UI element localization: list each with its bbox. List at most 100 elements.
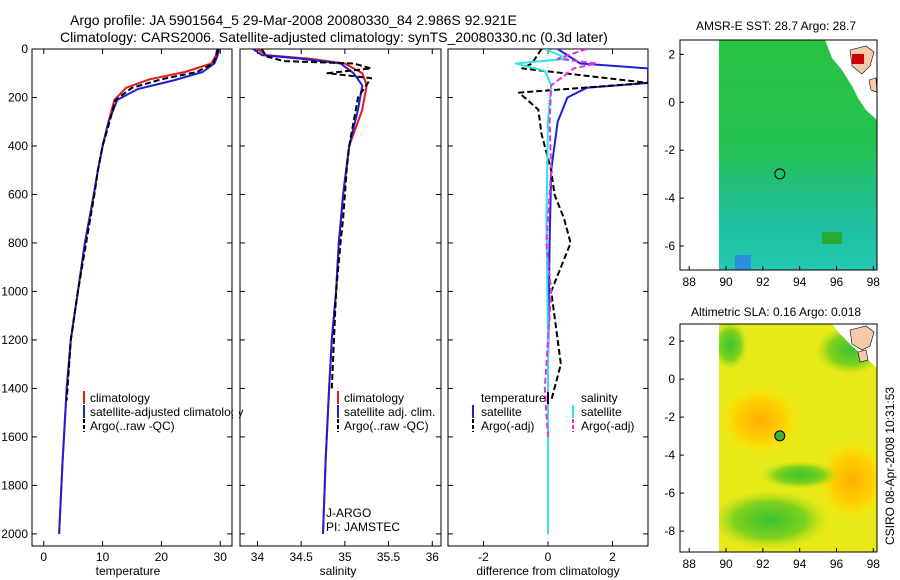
series-line-climatology	[256, 49, 368, 534]
sla-low-northwest	[719, 324, 748, 370]
salinity-xlabel: salinity	[320, 564, 357, 578]
ytick-label: 2000	[1, 527, 28, 541]
sst-land-island	[868, 77, 877, 93]
map-ytick-label: -4	[664, 191, 675, 205]
sla-warm-eddy-west	[720, 385, 800, 455]
salinity-legend: climatology satellite adj. clim. Argo(..…	[337, 391, 435, 433]
temperature-lines	[58, 49, 221, 534]
map-ytick-label: 0	[668, 95, 675, 109]
map-xtick-label: 88	[683, 557, 697, 571]
xtick-label: 20	[155, 550, 169, 564]
sst-hot-spot	[852, 54, 864, 64]
series-line-temperature-satellite	[547, 49, 648, 534]
ytick-label: 600	[8, 187, 28, 201]
legend-header-salinity: salinity	[581, 391, 618, 405]
legend-header-temperature: temperature	[481, 391, 546, 405]
xtick-label: 34	[251, 550, 265, 564]
sla-map-title: Altimetric SLA: 0.16 Argo: 0.018	[691, 305, 861, 319]
sst-map-field	[719, 40, 877, 270]
map-ytick-label: -2	[664, 410, 675, 424]
xtick-label: 0	[545, 550, 552, 564]
map-xtick-label: 92	[756, 275, 770, 289]
temperature-xlabel: temperature	[96, 564, 161, 578]
map-ytick-label: -4	[664, 448, 675, 462]
sst-cool-patch	[735, 255, 751, 270]
note-pi-jamstec: PI: JAMSTEC	[326, 520, 400, 534]
map-xtick-label: 94	[793, 275, 807, 289]
ytick-label: 400	[8, 139, 28, 153]
map-xtick-label: 98	[867, 557, 881, 571]
map-xtick-label: 94	[793, 557, 807, 571]
series-line-argo-raw-qc-	[260, 49, 373, 389]
map-ytick-label: 2	[668, 334, 675, 348]
sla-float-marker	[774, 430, 786, 442]
sst-float-marker	[774, 168, 786, 180]
sla-map-axes: 88 90 92 94 96 98 -8 -6 -4 -2 0 2	[664, 334, 880, 571]
salinity-lines	[252, 49, 373, 534]
legend-label-diff-s-argo: Argo(-adj)	[581, 419, 634, 433]
ytick-label: 1400	[1, 381, 28, 395]
sst-warm-patch	[822, 232, 842, 244]
ytick-label: 1200	[1, 333, 28, 347]
legend-label-argo: Argo(..raw -QC)	[90, 419, 175, 433]
salinity-axes: 34 34.5 35 35.5 36	[240, 48, 441, 564]
xtick-label: 30	[214, 550, 228, 564]
series-line-satellite-adjusted-climatology	[58, 49, 221, 534]
map-ytick-label: -2	[664, 143, 675, 157]
xtick-label: 10	[96, 550, 110, 564]
sla-low-south	[719, 490, 830, 550]
ytick-label: 200	[8, 90, 28, 104]
series-line-satellite-adj-clim-	[252, 49, 364, 534]
note-j-argo: J-ARGO	[326, 506, 371, 520]
xtick-label: 36	[426, 550, 440, 564]
difference-xlabel: difference from climatology	[476, 564, 619, 578]
series-line-salinity-satellite	[514, 49, 569, 534]
sla-warm-eddy-east	[817, 440, 877, 520]
legend-label-diff-s-satellite: satellite	[581, 405, 622, 419]
legend-label-sal-argo: Argo(..raw -QC)	[344, 419, 429, 433]
legend-label-sal-satellite: satellite adj. clim.	[344, 405, 435, 419]
map-ytick-label: -6	[664, 239, 675, 253]
difference-lines	[514, 49, 648, 534]
legend-label-diff-t-argo: Argo(-adj)	[481, 419, 534, 433]
sst-map-axes: 88 90 92 94 96 98 -6 -4 -2 0 2	[664, 47, 880, 289]
ytick-label: 0	[21, 42, 28, 56]
map-xtick-label: 88	[683, 275, 697, 289]
sla-land-sumatra	[849, 325, 875, 351]
sla-map-field	[719, 324, 877, 552]
series-line-argo-raw-qc-	[65, 49, 219, 401]
legend-label-sal-climatology: climatology	[344, 391, 404, 405]
ytick-label: 1000	[1, 284, 28, 298]
xtick-label: 35	[338, 550, 352, 564]
xtick-label: 34.5	[289, 550, 313, 564]
title-line-1: Argo profile: JA 5901564_5 29-Mar-2008 2…	[70, 12, 517, 28]
ytick-label: 1800	[1, 478, 28, 492]
xtick-label: 35.5	[377, 550, 401, 564]
map-ytick-label: 2	[668, 47, 675, 61]
title-line-2: Climatology: CARS2006. Satellite-adjuste…	[60, 29, 608, 45]
temperature-panel-frame	[31, 48, 233, 547]
series-line-temperature-argo-adj-	[518, 49, 648, 401]
temperature-axes: 0 10 20 30 0 200 400 600 800 1000 1200 1400 1600 1800…	[1, 42, 232, 564]
sla-low-center	[760, 461, 840, 489]
sst-map-title: AMSR-E SST: 28.7 Argo: 28.7	[696, 19, 856, 33]
map-xtick-label: 90	[719, 275, 733, 289]
series-line-climatology	[58, 49, 219, 534]
xtick-label: 0	[40, 550, 47, 564]
xtick-label: -2	[478, 550, 489, 564]
legend-label-satellite-adjusted: satellite-adjusted climatology	[90, 405, 243, 419]
csiro-timestamp-label: CSIRO 08-Apr-2008 10:31:53	[883, 387, 897, 545]
map-xtick-label: 96	[830, 275, 844, 289]
legend-label-diff-t-satellite: satellite	[481, 405, 522, 419]
map-ytick-label: -8	[664, 524, 675, 538]
difference-legend: temperature salinity satellite Argo(-adj…	[472, 391, 634, 433]
salinity-panel-frame	[239, 48, 442, 547]
xtick-label: 2	[609, 550, 616, 564]
ytick-label: 800	[8, 236, 28, 250]
map-xtick-label: 96	[830, 557, 844, 571]
map-xtick-label: 92	[756, 557, 770, 571]
ytick-label: 1600	[1, 430, 28, 444]
map-ytick-label: -6	[664, 486, 675, 500]
temperature-legend: climatology satellite-adjusted climatolo…	[83, 391, 243, 433]
map-ytick-label: 0	[668, 372, 675, 386]
